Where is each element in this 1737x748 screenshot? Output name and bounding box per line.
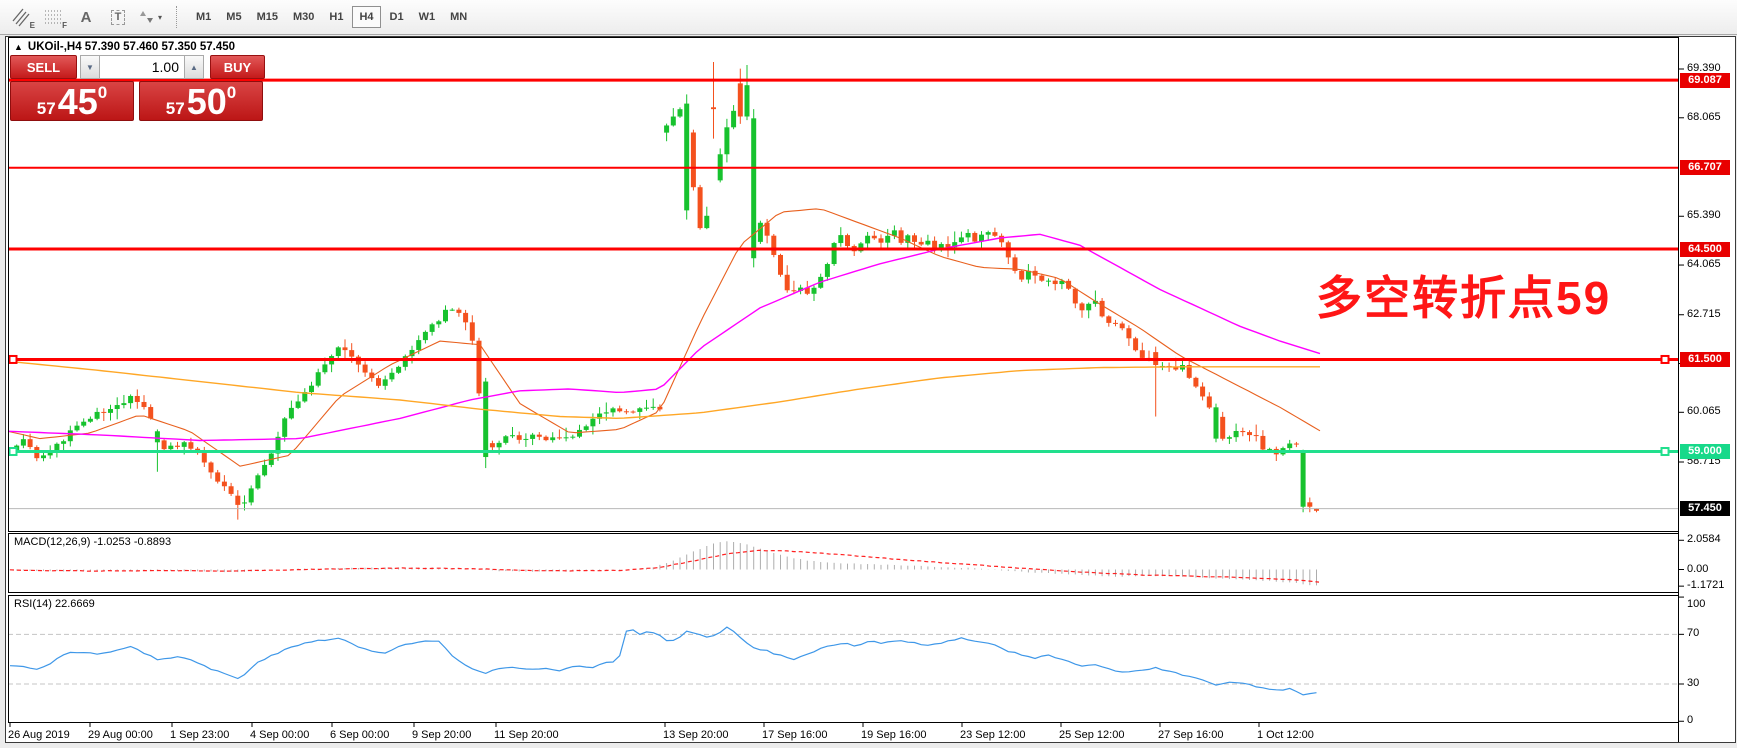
timeframe-m1-button[interactable]: M1: [196, 11, 212, 23]
rsi-axis-label: 0: [1687, 714, 1694, 727]
text-box-tool-icon[interactable]: T: [106, 5, 130, 29]
date-axis-label: 25 Sep 12:00: [1059, 729, 1125, 741]
chevron-down-icon: ▾: [158, 12, 163, 22]
ask-small-digits: 57: [165, 99, 185, 118]
price-badge: 66.707: [1680, 160, 1730, 176]
rsi-label: RSI(14) 22.6669: [14, 598, 95, 610]
date-axis-label: 13 Sep 20:00: [663, 729, 729, 741]
volume-input[interactable]: [100, 55, 184, 79]
timeframe-m15-button[interactable]: M15: [256, 11, 278, 23]
price-axis-label: 60.065: [1687, 405, 1721, 418]
bid-price: 57 45 0: [10, 81, 134, 121]
date-axis-label: 26 Aug 2019: [8, 729, 70, 741]
price-badge: 57.450: [1680, 501, 1730, 517]
price-axis[interactable]: [1679, 37, 1737, 723]
date-axis-label: 19 Sep 16:00: [861, 729, 927, 741]
macd-axis-label: 2.0584: [1687, 533, 1721, 546]
text-tool-icon[interactable]: A: [80, 8, 92, 26]
price-badge: 64.500: [1680, 241, 1730, 257]
bid-sup-digit: 0: [97, 83, 108, 102]
crosshair-channel-tool-icon[interactable]: E: [10, 5, 35, 30]
buy-button[interactable]: BUY: [210, 55, 265, 79]
timeframe-h4-button[interactable]: H4: [352, 6, 381, 28]
date-axis-label: 6 Sep 00:00: [330, 729, 390, 741]
rsi-axis-label: 70: [1687, 627, 1700, 640]
rsi-axis-label: 100: [1687, 598, 1706, 610]
symbol-ohlc-text: UKOil-,H4 57.390 57.460 57.350 57.450: [27, 41, 236, 53]
price-axis-label: 69.390: [1687, 62, 1721, 74]
drawing-tools-group: E F A T ▾: [0, 5, 162, 30]
ask-big-digits: 50: [186, 81, 227, 122]
chart-title: ▲ UKOil-,H4 57.390 57.460 57.350 57.450: [14, 41, 235, 53]
arrow-objects-tool-icon[interactable]: ▾: [138, 5, 162, 29]
chevron-up-icon: ▲: [190, 62, 198, 72]
timeframe-group: M1 M5 M15 M30 H1 H4 D1 W1 MN: [190, 6, 476, 28]
date-axis-label: 27 Sep 16:00: [1158, 729, 1224, 741]
timeframe-m30-button[interactable]: M30: [292, 11, 315, 23]
date-axis-label: 9 Sep 20:00: [412, 729, 472, 741]
timeframe-mn-button[interactable]: MN: [450, 11, 468, 23]
volume-increase-button[interactable]: ▲: [184, 55, 204, 79]
price-axis-label: 65.390: [1687, 209, 1721, 222]
toolbar: E F A T ▾ M1 M5 M15 M30 H1 H4 D1 W1 MN: [0, 0, 1737, 35]
macd-axis-label: 0.00: [1687, 562, 1709, 575]
price-axis-label: 68.065: [1687, 110, 1721, 123]
price-axis-label: 62.715: [1687, 307, 1721, 320]
bid-small-digits: 57: [36, 99, 56, 118]
chevron-down-icon: ▼: [86, 62, 94, 72]
date-axis-label: 1 Oct 12:00: [1257, 729, 1314, 741]
price-axis-label: 64.065: [1687, 258, 1721, 271]
timeframe-h1-button[interactable]: H1: [329, 11, 344, 23]
timeframe-w1-button[interactable]: W1: [418, 11, 436, 23]
volume-decrease-button[interactable]: ▼: [80, 55, 100, 79]
toolbar-grip: [176, 6, 180, 28]
timeframe-m5-button[interactable]: M5: [226, 11, 242, 23]
timeframe-d1-button[interactable]: D1: [389, 11, 404, 23]
chart-canvas[interactable]: [5, 36, 1736, 743]
price-badge: 61.500: [1680, 351, 1730, 367]
date-axis-label: 23 Sep 12:00: [960, 729, 1026, 741]
annotation-text: 多空转折点59: [1316, 272, 1612, 324]
fibonacci-tool-icon[interactable]: F: [45, 10, 67, 30]
date-axis-label: 11 Sep 20:00: [494, 729, 559, 741]
date-axis-label: 29 Aug 00:00: [88, 729, 153, 741]
date-axis-label: 1 Sep 23:00: [170, 729, 230, 741]
macd-axis-label: -1.1721: [1687, 579, 1725, 592]
sell-button[interactable]: SELL: [10, 55, 77, 79]
macd-label: MACD(12,26,9) -1.0253 -0.8893: [14, 536, 172, 548]
ask-price: 57 50 0: [139, 81, 263, 121]
bid-big-digits: 45: [57, 81, 98, 122]
price-badge: 69.087: [1680, 72, 1730, 88]
ask-sup-digit: 0: [226, 83, 237, 102]
date-axis-label: 4 Sep 00:00: [250, 729, 310, 741]
collapse-arrow-icon: ▲: [14, 42, 23, 52]
rsi-axis-label: 30: [1687, 677, 1700, 689]
date-axis-label: 17 Sep 16:00: [762, 729, 828, 741]
price-badge: 59.000: [1680, 444, 1730, 459]
